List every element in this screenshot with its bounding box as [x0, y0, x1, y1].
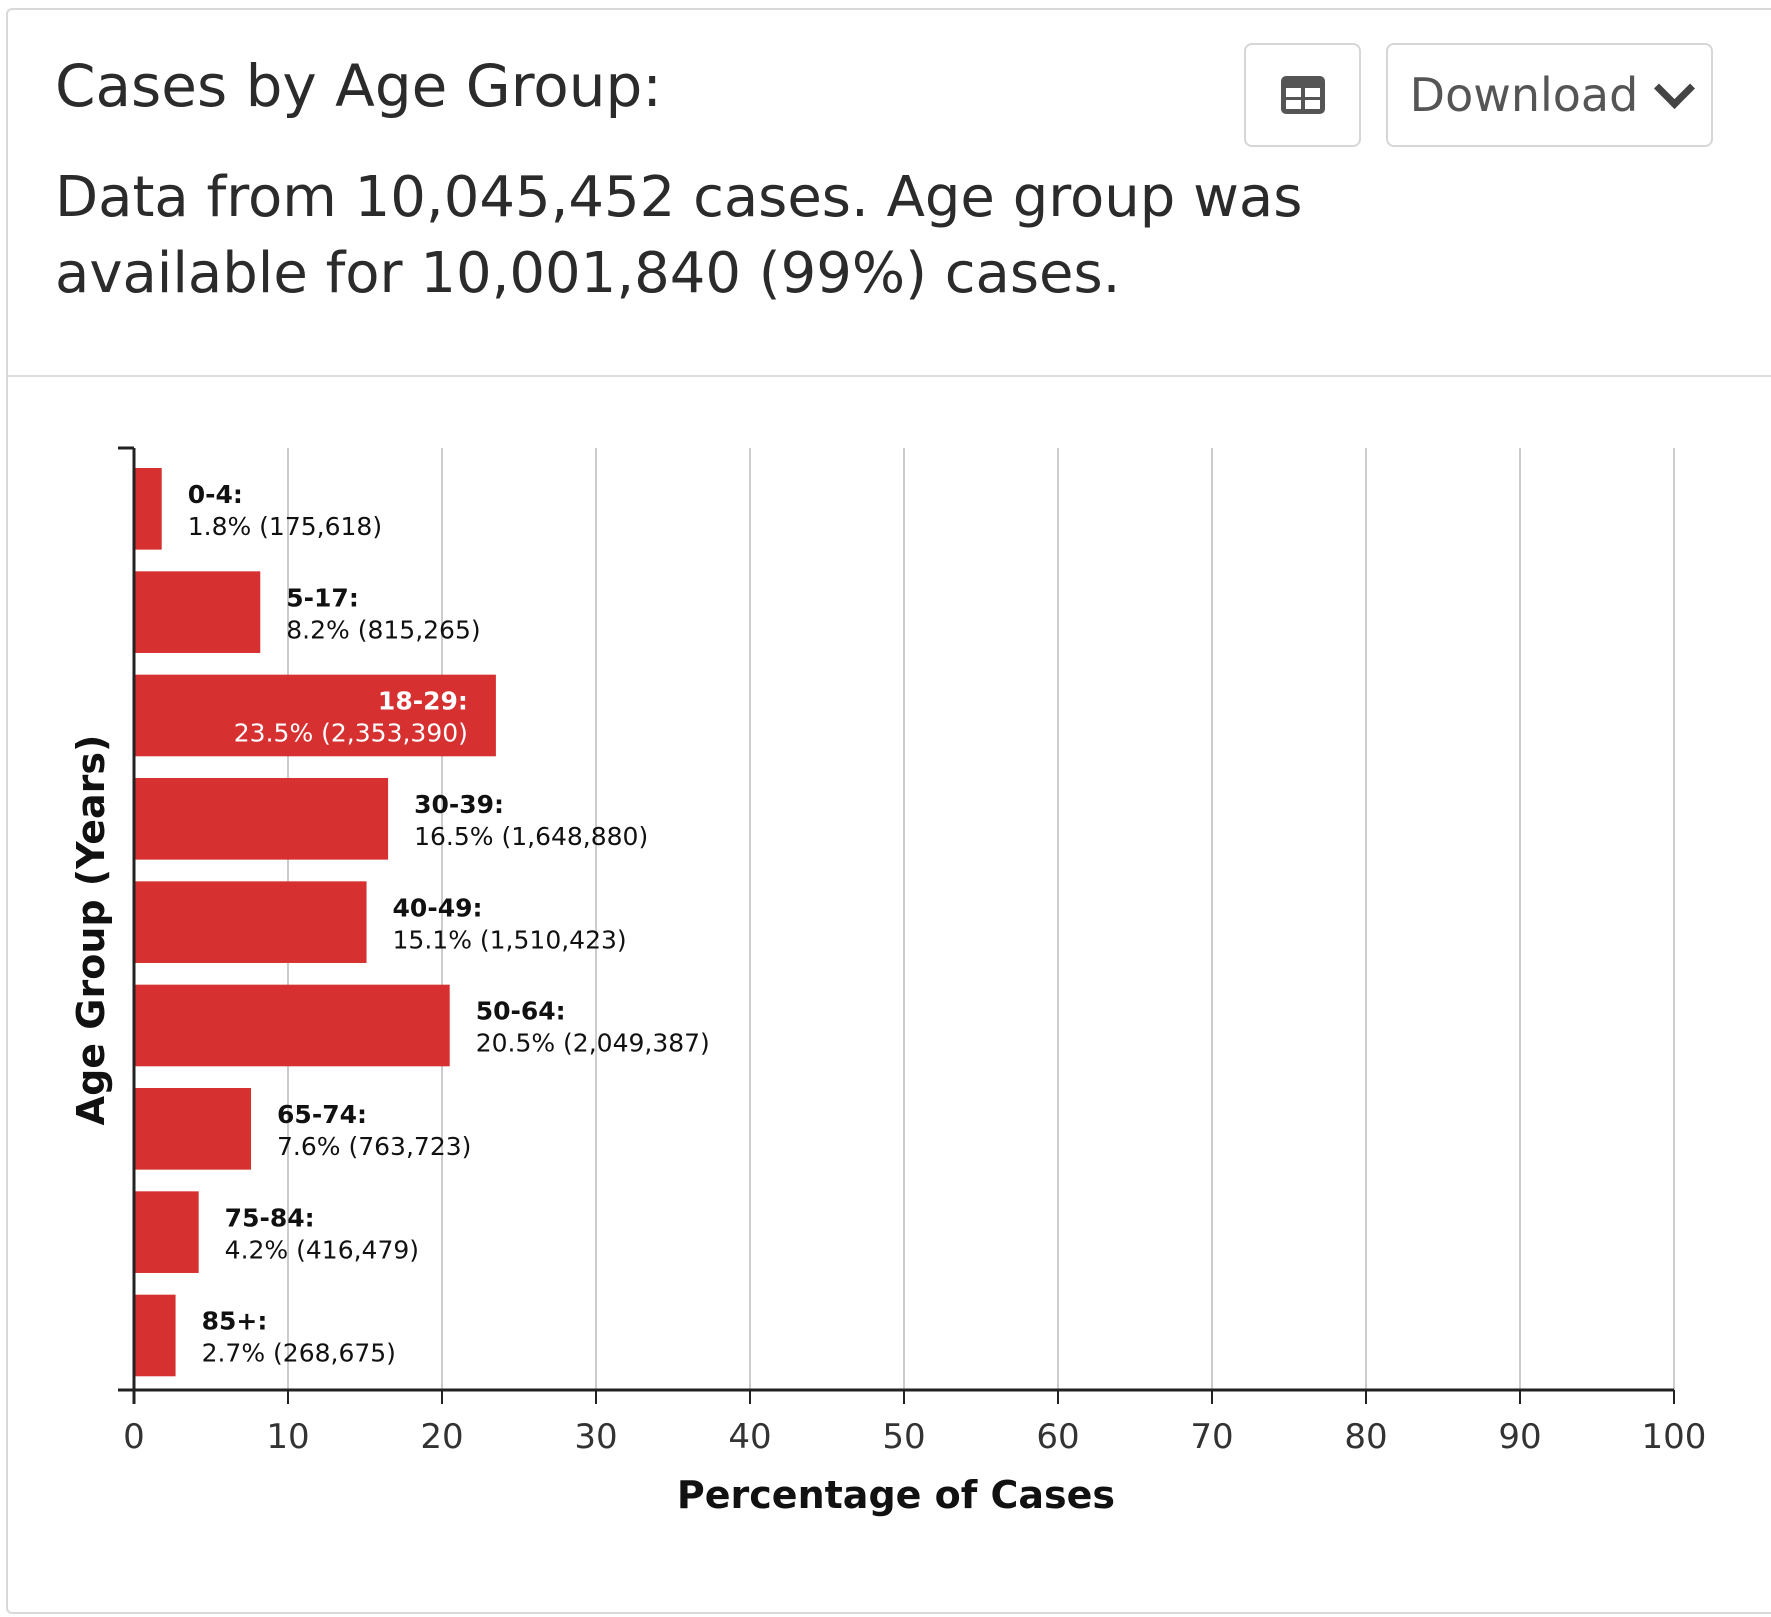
bar-label-value: 7.6% (763,723)	[277, 1132, 471, 1161]
axes: 0 10 20 30 40 50 60 70 80 90 100	[118, 446, 1707, 1457]
x-tick-label: 100	[1642, 1417, 1707, 1457]
x-tick-label: 20	[420, 1417, 463, 1457]
bar-40-49	[134, 881, 367, 963]
download-button[interactable]: Download	[1386, 43, 1713, 147]
bar-50-64	[134, 984, 450, 1067]
x-tick-label: 50	[882, 1417, 925, 1457]
bar-label-name: 18-29:	[378, 687, 468, 716]
y-axis-title: Age Group (Years)	[69, 735, 113, 1126]
bar-label-name: 85+:	[202, 1307, 268, 1336]
download-label: Download	[1409, 68, 1639, 122]
bar-label-value: 15.1% (1,510,423)	[393, 925, 627, 954]
bar-85+	[134, 1294, 176, 1377]
x-tick-label: 0	[123, 1417, 145, 1457]
bar-label-name: 40-49:	[393, 893, 483, 922]
card-header: Cases by Age Group: Data from 10,045,452…	[8, 10, 1771, 377]
x-axis-title: Percentage of Cases	[677, 1473, 1115, 1517]
bar-75-84	[134, 1191, 199, 1273]
x-tick-label: 10	[266, 1417, 309, 1457]
bar-0-4	[134, 468, 162, 550]
bar-label-name: 30-39:	[414, 790, 504, 819]
bar-label-value: 23.5% (2,353,390)	[234, 719, 468, 748]
bar-label-name: 65-74:	[277, 1100, 367, 1129]
table-view-button[interactable]	[1244, 43, 1361, 147]
bar-18-29	[134, 674, 496, 757]
x-tick-label: 90	[1498, 1417, 1541, 1457]
card-subtitle: Data from 10,045,452 cases. Age group wa…	[55, 165, 1303, 306]
x-tick-label: 40	[728, 1417, 771, 1457]
bar-65-74	[134, 1088, 252, 1170]
bar-label-name: 5-17:	[286, 583, 359, 612]
x-tick-label: 70	[1190, 1417, 1233, 1457]
bar-label-value: 1.8% (175,618)	[188, 512, 382, 541]
table-icon	[1280, 76, 1325, 114]
x-tick-label: 60	[1036, 1417, 1079, 1457]
bar-5-17	[134, 571, 261, 653]
bar-label-value: 2.7% (268,675)	[202, 1339, 396, 1368]
x-tick-label: 30	[574, 1417, 617, 1457]
bar-label-value: 20.5% (2,049,387)	[476, 1029, 710, 1058]
bar-label-value: 4.2% (416,479)	[225, 1235, 419, 1264]
bar-30-39	[134, 778, 389, 860]
bars: 0-4: 1.8% (175,618) 5-17: 8.2% (815,265) 18-…	[134, 468, 710, 1377]
card-title: Cases by Age Group:	[55, 52, 662, 120]
bar-label-name: 50-64:	[476, 997, 566, 1026]
bar-label-name: 75-84:	[225, 1203, 315, 1232]
bar-label-name: 0-4:	[188, 480, 243, 509]
x-tick-label: 80	[1344, 1417, 1387, 1457]
grid-lines	[287, 448, 1675, 1390]
bar-label-value: 8.2% (815,265)	[286, 615, 480, 644]
bar-label-value: 16.5% (1,648,880)	[414, 822, 648, 851]
